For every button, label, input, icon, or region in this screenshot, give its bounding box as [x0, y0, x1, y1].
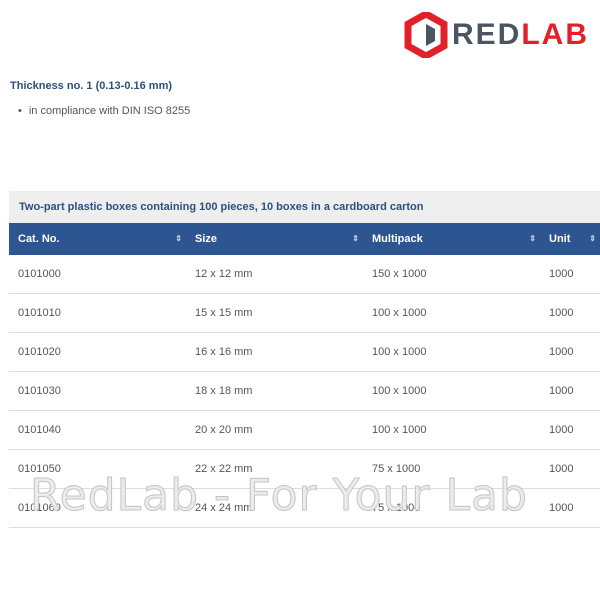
- table-cell: 0101020: [18, 346, 61, 358]
- sort-icon: ⇕: [529, 234, 536, 243]
- product-table: Two-part plastic boxes containing 100 pi…: [9, 191, 600, 528]
- column-header-unit[interactable]: Unit ⇕: [540, 223, 600, 255]
- table-row: 0101040 20 x 20 mm 100 x 1000 1000: [9, 411, 600, 450]
- table-cell: 22 x 22 mm: [195, 463, 253, 475]
- table-cell: 75 x 1000: [372, 502, 421, 514]
- table-cell: 15 x 15 mm: [195, 307, 253, 319]
- table-cell: 75 x 1000: [372, 463, 421, 475]
- table-cell: 100 x 1000: [372, 424, 427, 436]
- table-cell: 1000: [549, 268, 574, 280]
- table-header: Cat. No. ⇕ Size ⇕ Multipack ⇕ Unit ⇕: [9, 223, 600, 255]
- table-cell: 24 x 24 mm: [195, 502, 253, 514]
- bullet-item: in compliance with DIN ISO 8255: [18, 105, 190, 117]
- table-cell: 100 x 1000: [372, 346, 427, 358]
- table-cell: 150 x 1000: [372, 268, 427, 280]
- table-cell: 0101050: [18, 463, 61, 475]
- table-cell: 0101010: [18, 307, 61, 319]
- sort-icon: ⇕: [175, 234, 182, 243]
- table-cell: 20 x 20 mm: [195, 424, 253, 436]
- sort-icon: ⇕: [352, 234, 359, 243]
- logo-text-red: RED: [452, 18, 522, 51]
- table-cell: 16 x 16 mm: [195, 346, 253, 358]
- table-cell: 0101040: [18, 424, 61, 436]
- sort-icon: ⇕: [589, 234, 596, 243]
- hexagon-logo-icon: [404, 12, 448, 58]
- logo-text-lab: LAB: [521, 18, 589, 51]
- table-cell: 1000: [549, 502, 574, 514]
- table-row: 0101010 15 x 15 mm 100 x 1000 1000: [9, 294, 600, 333]
- table-cell: 12 x 12 mm: [195, 268, 253, 280]
- table-cell: 0101030: [18, 385, 61, 397]
- column-header-cat-no[interactable]: Cat. No. ⇕: [9, 223, 186, 255]
- table-row: 0101030 18 x 18 mm 100 x 1000 1000: [9, 372, 600, 411]
- table-cell: 0101060: [18, 502, 61, 514]
- section-heading: Thickness no. 1 (0.13-0.16 mm): [10, 80, 173, 92]
- table-cell: 1000: [549, 385, 574, 397]
- table-cell: 18 x 18 mm: [195, 385, 253, 397]
- table-row: 0101050 22 x 22 mm 75 x 1000 1000: [9, 450, 600, 489]
- table-cell: 0101000: [18, 268, 61, 280]
- table-caption: Two-part plastic boxes containing 100 pi…: [9, 191, 600, 223]
- table-cell: 100 x 1000: [372, 307, 427, 319]
- table-cell: 1000: [549, 424, 574, 436]
- table-cell: 100 x 1000: [372, 385, 427, 397]
- table-row: 0101020 16 x 16 mm 100 x 1000 1000: [9, 333, 600, 372]
- table-cell: 1000: [549, 463, 574, 475]
- table-row: 0101060 24 x 24 mm 75 x 1000 1000: [9, 489, 600, 528]
- redlab-logo: REDLAB: [404, 12, 589, 58]
- column-header-multipack[interactable]: Multipack ⇕: [363, 223, 540, 255]
- table-cell: 1000: [549, 346, 574, 358]
- column-header-size[interactable]: Size ⇕: [186, 223, 363, 255]
- table-row: 0101000 12 x 12 mm 150 x 1000 1000: [9, 255, 600, 294]
- table-cell: 1000: [549, 307, 574, 319]
